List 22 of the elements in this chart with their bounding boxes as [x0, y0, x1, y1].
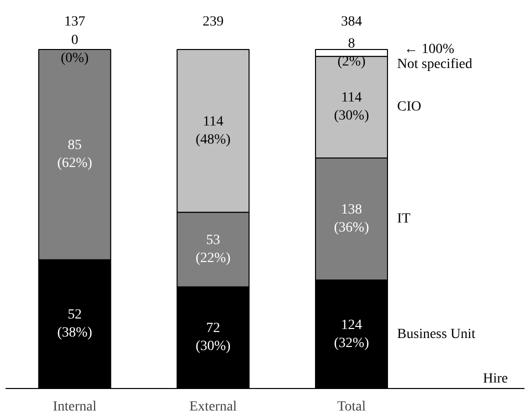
data-label: 114 (30%): [334, 90, 370, 124]
annotation: ← 100%: [404, 42, 455, 58]
data-label: 0 (0%): [60, 33, 90, 66]
data-label: 124 (32%): [334, 318, 370, 351]
x-tick-label: Total: [337, 400, 366, 414]
x-tick-label: Internal: [52, 400, 97, 414]
x-tick-label: External: [189, 400, 237, 414]
data-label: 138 (36%): [334, 202, 370, 236]
series-label: IT: [397, 212, 411, 227]
data-label: 72 (30%): [196, 321, 231, 354]
series-label: CIO: [397, 100, 422, 115]
annotation: 137: [64, 14, 86, 30]
series-label: Business Unit: [397, 326, 476, 342]
data-label: 114 (48%): [196, 114, 231, 148]
series-label: Not specified: [397, 56, 472, 72]
data-label: 52 (38%): [57, 308, 93, 341]
x-axis-title: Hire: [482, 372, 508, 386]
data-label: 53 (22%): [196, 233, 231, 266]
data-label: 85 (62%): [57, 138, 93, 172]
annotation: 239: [202, 14, 224, 30]
data-label: 8 (2%): [338, 36, 366, 70]
annotation: 384: [341, 14, 362, 30]
